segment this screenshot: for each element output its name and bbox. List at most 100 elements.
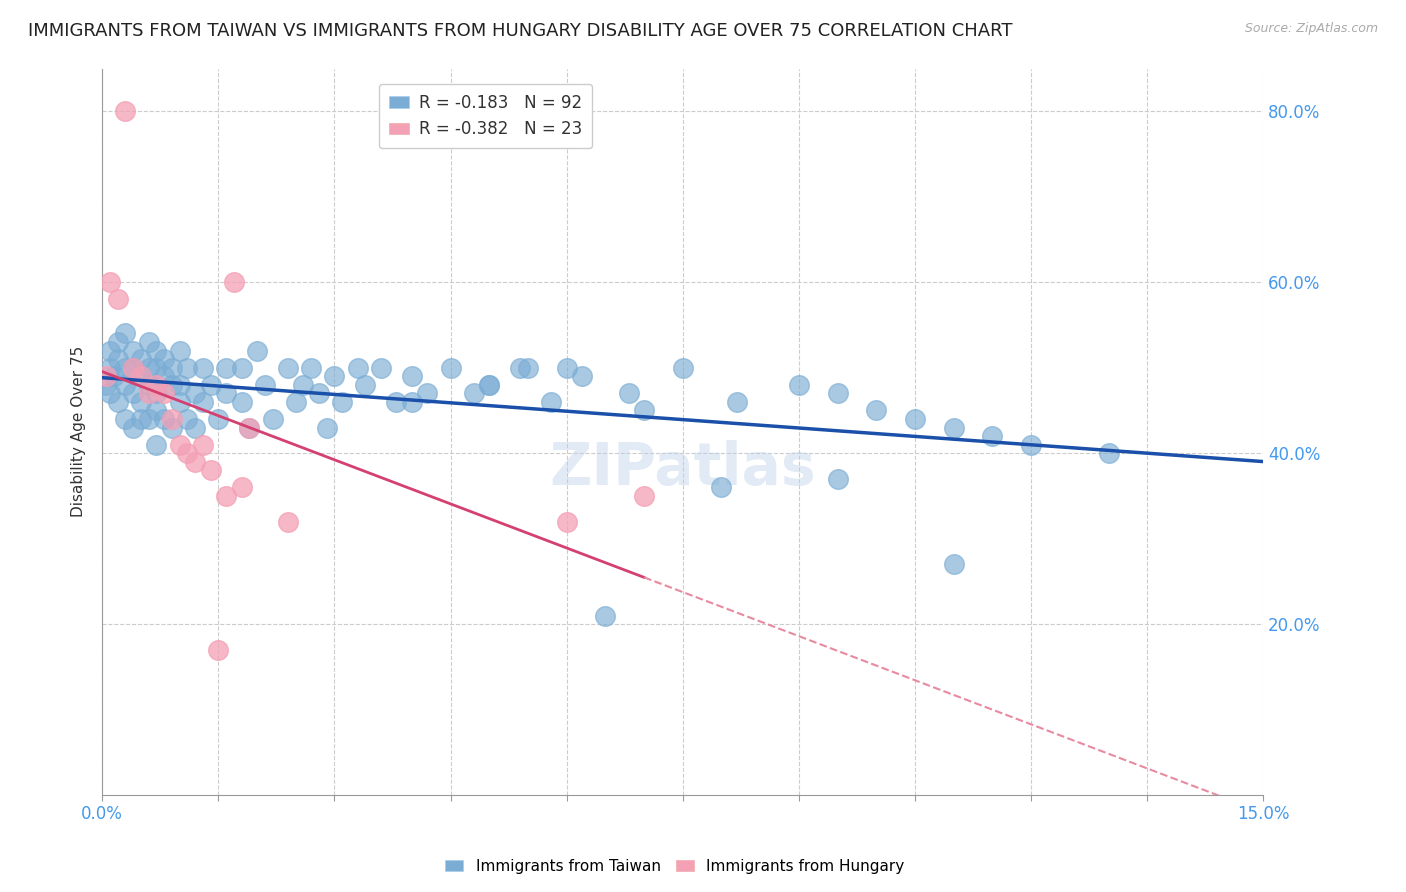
- Point: [153, 412, 176, 426]
- Point: [107, 293, 129, 307]
- Point: [122, 360, 145, 375]
- Point: [122, 386, 145, 401]
- Point: [555, 515, 578, 529]
- Point: [191, 395, 214, 409]
- Point: [231, 480, 253, 494]
- Point: [617, 386, 640, 401]
- Text: ZIPatlas: ZIPatlas: [550, 440, 815, 497]
- Point: [145, 386, 167, 401]
- Point: [98, 343, 121, 358]
- Point: [942, 558, 965, 572]
- Point: [153, 352, 176, 367]
- Point: [145, 360, 167, 375]
- Point: [595, 608, 617, 623]
- Point: [315, 420, 337, 434]
- Point: [129, 369, 152, 384]
- Point: [160, 420, 183, 434]
- Point: [725, 395, 748, 409]
- Point: [478, 377, 501, 392]
- Point: [169, 437, 191, 451]
- Point: [160, 360, 183, 375]
- Point: [231, 395, 253, 409]
- Point: [114, 326, 136, 341]
- Point: [160, 377, 183, 392]
- Point: [215, 489, 238, 503]
- Point: [633, 489, 655, 503]
- Point: [354, 377, 377, 392]
- Point: [401, 369, 423, 384]
- Point: [138, 334, 160, 349]
- Point: [517, 360, 540, 375]
- Point: [299, 360, 322, 375]
- Point: [191, 360, 214, 375]
- Point: [138, 386, 160, 401]
- Point: [129, 369, 152, 384]
- Point: [284, 395, 307, 409]
- Point: [238, 420, 260, 434]
- Point: [478, 377, 501, 392]
- Point: [401, 395, 423, 409]
- Point: [215, 386, 238, 401]
- Point: [787, 377, 810, 392]
- Point: [200, 463, 222, 477]
- Point: [103, 369, 125, 384]
- Point: [222, 275, 245, 289]
- Point: [114, 412, 136, 426]
- Point: [107, 395, 129, 409]
- Point: [827, 472, 849, 486]
- Point: [346, 360, 368, 375]
- Point: [107, 352, 129, 367]
- Point: [122, 360, 145, 375]
- Point: [184, 455, 207, 469]
- Point: [253, 377, 276, 392]
- Point: [160, 412, 183, 426]
- Point: [129, 412, 152, 426]
- Point: [184, 420, 207, 434]
- Point: [145, 437, 167, 451]
- Point: [114, 377, 136, 392]
- Point: [138, 412, 160, 426]
- Point: [207, 412, 229, 426]
- Point: [463, 386, 485, 401]
- Point: [633, 403, 655, 417]
- Point: [184, 386, 207, 401]
- Point: [176, 360, 198, 375]
- Point: [176, 446, 198, 460]
- Point: [238, 420, 260, 434]
- Point: [981, 429, 1004, 443]
- Point: [277, 515, 299, 529]
- Point: [98, 386, 121, 401]
- Text: Source: ZipAtlas.com: Source: ZipAtlas.com: [1244, 22, 1378, 36]
- Point: [672, 360, 695, 375]
- Point: [153, 386, 176, 401]
- Point: [169, 343, 191, 358]
- Point: [200, 377, 222, 392]
- Point: [710, 480, 733, 494]
- Point: [942, 420, 965, 434]
- Point: [1019, 437, 1042, 451]
- Point: [207, 642, 229, 657]
- Point: [94, 377, 117, 392]
- Point: [169, 395, 191, 409]
- Point: [231, 360, 253, 375]
- Point: [277, 360, 299, 375]
- Point: [555, 360, 578, 375]
- Point: [308, 386, 330, 401]
- Point: [904, 412, 927, 426]
- Point: [107, 334, 129, 349]
- Text: IMMIGRANTS FROM TAIWAN VS IMMIGRANTS FROM HUNGARY DISABILITY AGE OVER 75 CORRELA: IMMIGRANTS FROM TAIWAN VS IMMIGRANTS FRO…: [28, 22, 1012, 40]
- Point: [145, 343, 167, 358]
- Point: [439, 360, 461, 375]
- Point: [145, 403, 167, 417]
- Point: [246, 343, 269, 358]
- Point: [129, 395, 152, 409]
- Point: [138, 377, 160, 392]
- Point: [385, 395, 408, 409]
- Point: [215, 360, 238, 375]
- Point: [1097, 446, 1119, 460]
- Point: [94, 369, 117, 384]
- Point: [509, 360, 531, 375]
- Point: [98, 275, 121, 289]
- Point: [571, 369, 593, 384]
- Point: [323, 369, 346, 384]
